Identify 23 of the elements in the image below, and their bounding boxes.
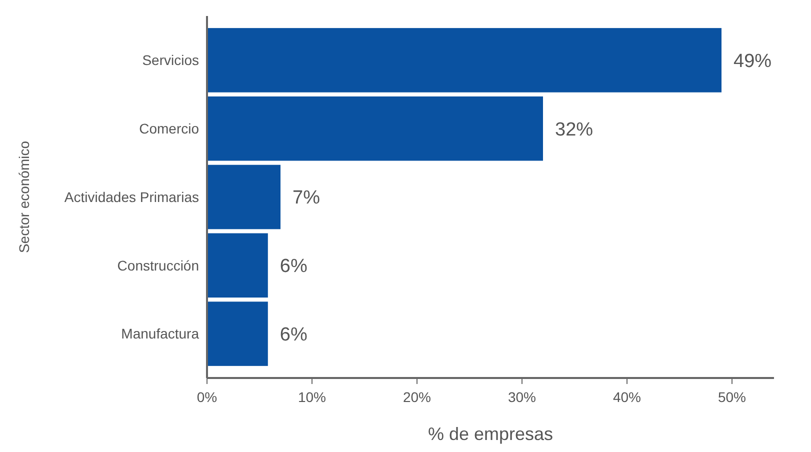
data-label: 6% [280,256,308,278]
y-tick-label: Construcción [117,257,199,274]
x-tick-label: 40% [612,389,642,405]
bar [207,28,722,92]
bar [207,164,280,230]
bar [207,233,268,298]
bar [207,96,543,161]
y-axis-title: Sector económico [16,140,32,254]
x-tick-label: 30% [508,389,536,405]
x-tick-label: 10% [298,389,326,405]
y-tick-label: Actividades Primarias [64,188,199,205]
bar [207,302,268,366]
y-tick-label: Servicios [142,52,199,68]
x-tick-label: 20% [402,389,432,405]
data-label: 49% [734,50,772,72]
y-tick-label: Manufactura [121,326,200,342]
x-tick-label: 50% [718,389,746,405]
data-label: 6% [280,324,308,346]
x-tick-label: 0% [196,389,218,405]
y-tick-label: Comercio [139,120,200,136]
data-label: 32% [555,119,594,140]
data-label: 7% [292,188,320,209]
x-axis-title: % de empresas [428,424,554,444]
